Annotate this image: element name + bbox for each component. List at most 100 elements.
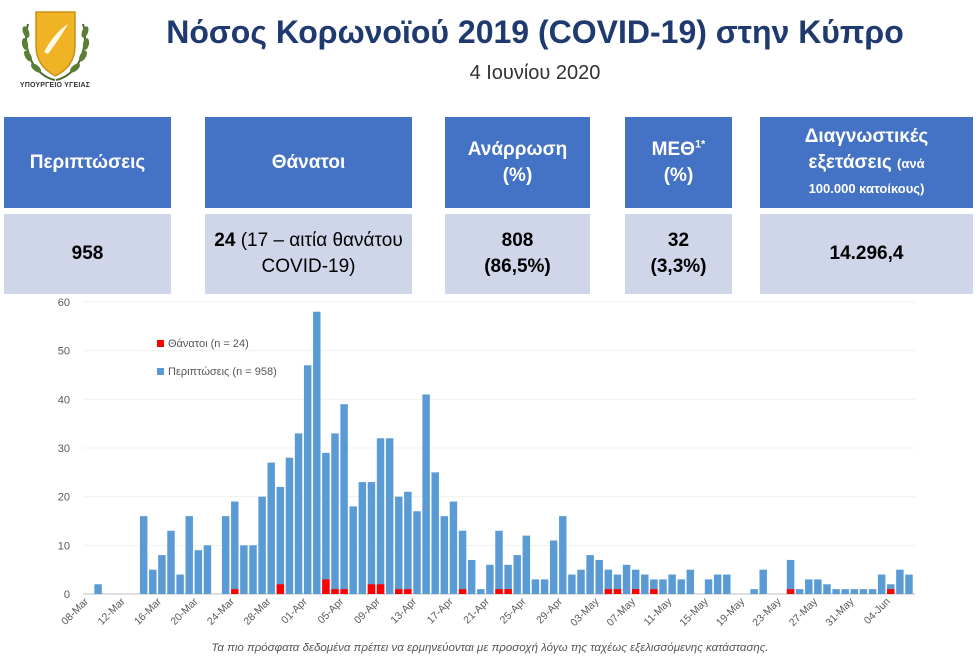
cases-bar [440,516,449,594]
deaths-bar [276,584,285,594]
cases-bar [385,438,394,594]
cases-bar [249,545,257,594]
cases-bar [786,559,795,594]
cases-bar [595,559,603,594]
legend-label-deaths: Θάνατοι (n = 24) [168,338,249,350]
cases-bar [158,555,166,594]
cases-bar [404,491,412,594]
cases-bar [276,486,285,594]
x-tick-label: 12-Mar [96,595,128,627]
cases-bar [94,584,102,594]
cases-bar [467,559,476,594]
x-tick-label: 25-Apr [498,595,529,626]
cases-bar [850,589,859,594]
cases-bar [395,496,403,594]
cases-bar [340,404,348,594]
cases-bar [641,574,649,594]
cases-bar [376,438,385,594]
cases-bar [203,545,212,594]
icu-header: ΜΕΘ1* (%) [625,117,732,208]
cases-bar [686,569,695,594]
x-tick-label: 17-Apr [425,595,456,626]
x-tick-label: 05-Apr [315,595,346,626]
x-tick-label: 09-Apr [352,595,383,626]
cases-bar [559,516,567,594]
cases-bar [149,569,157,594]
deaths-bar [376,584,385,594]
cases-bar [577,569,585,594]
logo-text: ΥΠΟΥΡΓΕΙΟ ΥΓΕΙΑΣ [19,82,91,89]
cases-bar [458,530,467,594]
x-tick-label: 28-Mar [241,595,273,627]
cases-bar [258,496,266,594]
cases-bar [322,452,330,594]
cases-bar [349,506,357,594]
cases-bar [331,433,339,594]
cases-bar [413,511,421,594]
cases-bar [604,569,613,594]
cases-bar [431,472,439,594]
deaths-bar [395,589,403,594]
x-tick-label: 20-Mar [168,595,200,627]
x-tick-label: 07-May [605,595,639,629]
cases-bar [868,589,877,594]
deaths-bar [331,589,339,594]
cases-bar [367,482,376,594]
cases-header: Περιπτώσεις [4,117,171,208]
tests-header: Διαγνωστικές εξετάσεις (ανά 100.000 κατοίκ… [760,117,973,208]
cases-bar [622,564,631,594]
ministry-logo-icon [21,11,90,81]
deaths-bar [231,589,239,594]
deaths-header: Θάνατοι [205,117,412,208]
cases-bar [650,579,658,594]
x-tick-label: 16-Mar [132,595,164,627]
cases-bar [358,482,367,594]
cases-bar [313,311,321,594]
cases-bar [677,579,685,594]
deaths-bar [322,579,330,594]
cases-bar [668,574,676,594]
x-tick-label: 31-May [823,595,857,629]
cases-bar [795,589,804,594]
cases-bar [504,564,512,594]
footnote: Τα πιο πρόσφατα δεδομένα πρέπει να ερμην… [211,642,769,654]
page-title: Νόσος Κορωνοϊού 2019 (COVID-19) στην Κύπ… [166,14,904,50]
cases-bar [713,574,722,594]
cases-bar [285,457,294,594]
cases-bar [139,516,148,594]
cases-bar [905,574,913,594]
cases-bar [859,589,868,594]
x-tick-label: 23-May [750,595,784,629]
cases-bar [167,530,175,594]
cases-bar [303,365,312,594]
x-tick-label: 19-May [714,595,748,629]
y-tick-label: 30 [58,443,70,455]
x-tick-label: 11-May [642,595,675,628]
cases-bar [823,584,831,594]
page-date: 4 Ιουνίου 2020 [469,62,601,84]
x-tick-label: 13-Apr [388,595,419,626]
x-tick-label: 29-Apr [534,595,565,626]
deaths-bar [495,589,503,594]
deaths-value: 24 (17 – αιτία θανάτου COVID-19) [205,214,412,294]
cases-bar [294,433,303,594]
cases-bar [723,574,731,594]
cases-bar [194,550,203,594]
cases-bar [586,555,594,594]
cases-bar [841,589,849,594]
cases-bar [540,579,549,594]
cases-bar [759,569,767,594]
cases-bar [750,589,758,594]
y-tick-label: 40 [58,394,70,406]
legend-swatch-deaths [157,340,164,347]
deaths-bar [367,584,376,594]
cases-bar [486,564,494,594]
y-tick-label: 0 [64,589,70,601]
deaths-bar [631,589,640,594]
cases-bar [631,569,640,594]
deaths-bar [604,589,613,594]
cases-bar [240,545,248,594]
deaths-bar [650,589,658,594]
y-tick-label: 20 [58,492,70,504]
